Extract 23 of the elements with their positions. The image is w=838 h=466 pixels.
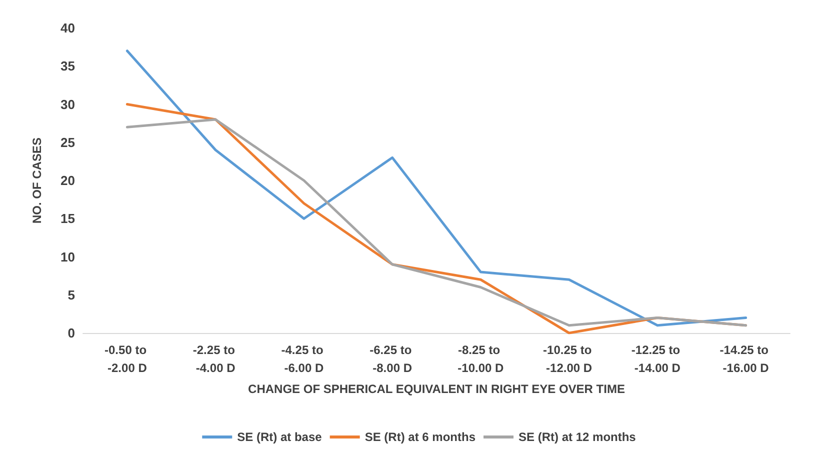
x-axis-title: CHANGE OF SPHERICAL EQUIVALENT IN RIGHT EYE OVER TIME (248, 382, 625, 396)
y-axis-title: NO. OF CASES (30, 137, 44, 224)
x-tick-label: -12.25 to -14.00 D (631, 343, 684, 375)
y-tick-label: 40 (60, 20, 75, 36)
y-tick-label: 35 (60, 58, 75, 74)
y-tick-label: 5 (68, 287, 75, 302)
x-tick-label: -14.25 to -16.00 D (720, 343, 772, 375)
y-tick-label: 15 (60, 211, 75, 226)
x-tick-label: -10.25 to -12.00 D (543, 343, 596, 375)
legend-label: SE (Rt) at 6 months (364, 430, 476, 444)
y-tick-label: 10 (60, 249, 75, 264)
x-tick-label: -0.50 to -2.00 D (104, 343, 150, 375)
x-tick-label: -2.25 to -4.00 D (192, 343, 238, 375)
x-tick-label: -4.25 to -6.00 D (281, 343, 327, 375)
y-tick-label: 0 (68, 326, 75, 340)
line-series (126, 50, 748, 327)
y-tick-label: 25 (60, 134, 75, 150)
x-tick-label: -8.25 to -10.00 D (458, 343, 504, 375)
legend-label: SE (Rt) at 12 months (518, 430, 636, 444)
y-tick-label: 30 (60, 96, 75, 112)
y-tick-label: 20 (60, 173, 75, 188)
x-tick-label: -6.25 to -8.00 D (370, 343, 415, 375)
legend-label: SE (Rt) at base (237, 430, 322, 444)
